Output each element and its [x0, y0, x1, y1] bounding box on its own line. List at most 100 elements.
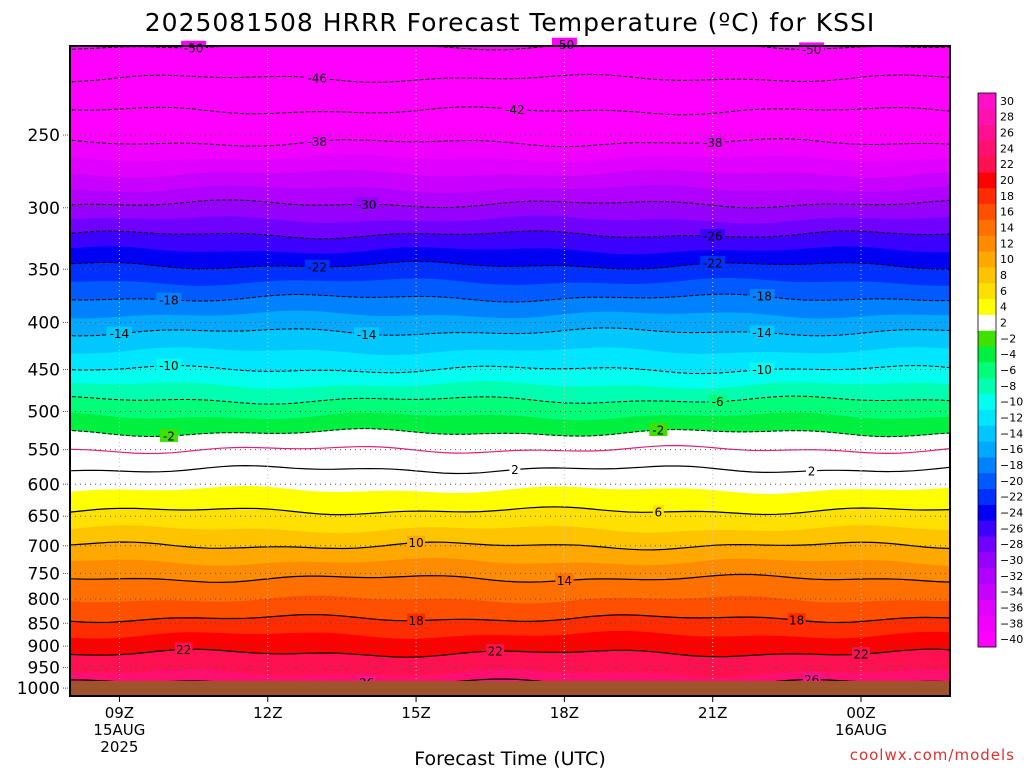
colorbar-swatch — [978, 457, 996, 474]
contour-line — [70, 506, 950, 516]
colorbar-swatch — [978, 156, 996, 173]
colorbar-swatch — [978, 314, 996, 331]
contour-label-background — [749, 325, 775, 339]
contour-label: -18 — [159, 293, 179, 307]
colorbar-label: 12 — [1000, 237, 1014, 250]
y-tick-label: 650 — [28, 507, 60, 527]
contour-label: -2 — [652, 424, 664, 438]
y-tick-label: 500 — [28, 403, 60, 423]
contour-label-background — [159, 429, 178, 442]
colorbar-swatch — [978, 599, 996, 616]
colorbar-label: −10 — [1000, 396, 1023, 409]
colorbar-swatch — [978, 235, 996, 252]
colorbar-label: −24 — [1000, 507, 1023, 520]
colorbar-swatch — [978, 631, 996, 648]
contour-label-background — [787, 613, 806, 627]
y-tick-label: 850 — [28, 614, 60, 634]
colorbar-swatch — [978, 377, 996, 395]
y-tick-label: 250 — [28, 126, 60, 146]
colorbar-label: 2 — [1000, 317, 1007, 330]
colorbar-label: 18 — [1000, 190, 1014, 203]
x-tick-label: 18Z — [550, 704, 579, 722]
colorbar-swatch — [978, 124, 996, 141]
contour-label-background — [551, 37, 577, 51]
colorbar-label: −2 — [1000, 332, 1016, 345]
colorbar-swatch — [978, 583, 996, 600]
colorbar-swatch — [978, 615, 996, 632]
contour-label-background — [555, 573, 574, 587]
contour-label-background — [700, 135, 726, 149]
colorbar-label: 26 — [1000, 127, 1014, 140]
colorbar-label: 24 — [1000, 142, 1014, 155]
contour-label: 22 — [853, 648, 868, 662]
ground-layer — [70, 681, 950, 696]
x-tick-label: 2025 — [100, 738, 138, 756]
contour-line — [70, 199, 950, 209]
y-tick-label: 450 — [28, 361, 60, 381]
colorbar-label: 4 — [1000, 301, 1007, 314]
contour-label-background — [156, 358, 182, 372]
contour-label: -38 — [307, 135, 327, 149]
colorbar-frame — [977, 92, 997, 648]
contour-line — [70, 648, 950, 658]
colorbar-label: 22 — [1000, 158, 1014, 171]
contour-label-background — [749, 362, 775, 376]
colorbar-label: −38 — [1000, 617, 1023, 630]
contour-label: -50 — [184, 41, 204, 55]
contour-label-background — [652, 505, 664, 519]
colorbar-label: 6 — [1000, 285, 1007, 298]
contour-line — [70, 260, 950, 270]
colorbar-swatch — [978, 472, 996, 490]
contour-label: 10 — [408, 536, 423, 550]
colorbar-label: −34 — [1000, 586, 1023, 599]
x-tick-label: 09Z — [105, 704, 134, 722]
temperature-band — [60, 700, 950, 713]
colorbar-swatch — [978, 267, 996, 284]
colorbar-swatch — [978, 251, 996, 268]
colorbar-label: 10 — [1000, 253, 1014, 266]
contour-line — [70, 138, 950, 148]
contour-label-background — [106, 326, 132, 340]
contour-label: 22 — [488, 645, 503, 659]
contour-label: -14 — [752, 326, 772, 340]
y-tick-label: 1000 — [17, 679, 60, 699]
colorbar-swatch — [978, 108, 996, 125]
contour-label-background — [304, 259, 330, 273]
contour-line — [70, 230, 950, 240]
y-tick-label: 300 — [28, 199, 60, 219]
x-axis-label: Forecast Time (UTC) — [414, 748, 605, 768]
contour-label: -22 — [703, 257, 723, 271]
colorbar-label: −20 — [1000, 475, 1023, 488]
colorbar-swatch — [978, 140, 996, 157]
contour-label: 2 — [511, 463, 519, 477]
colorbar-label: −18 — [1000, 459, 1023, 472]
colorbar-swatch — [978, 330, 996, 347]
contour-label-background — [304, 134, 330, 148]
pressure-axis: 250 300 350 400 450 500 550 600 650 700 750 800 850 9… — [17, 126, 68, 699]
colorbar-swatch — [978, 93, 996, 110]
contour-label: -10 — [752, 363, 772, 377]
colorbar-swatch — [978, 567, 996, 584]
colorbar-swatch — [978, 425, 996, 442]
colorbar-label: −4 — [1000, 348, 1016, 361]
contour-label-background — [749, 289, 775, 303]
contour-label: -18 — [752, 290, 772, 304]
contour-line — [70, 395, 950, 405]
colorbar-label: 8 — [1000, 269, 1007, 282]
contour-label: -26 — [703, 230, 723, 244]
colorbar-label: −6 — [1000, 364, 1016, 377]
contour-label-background — [806, 463, 818, 477]
contour-line — [70, 293, 950, 303]
colorbar-label: 20 — [1000, 174, 1014, 187]
y-tick-label: 550 — [28, 441, 60, 461]
y-tick-label: 950 — [28, 659, 60, 679]
contour-label: 6 — [654, 506, 662, 520]
contour-label-background — [700, 256, 726, 270]
y-tick-label: 350 — [28, 260, 60, 280]
contour-label-background — [156, 292, 182, 306]
colorbar-label: −26 — [1000, 522, 1023, 535]
contour-label-background — [708, 394, 727, 408]
colorbar-label: 14 — [1000, 222, 1014, 235]
